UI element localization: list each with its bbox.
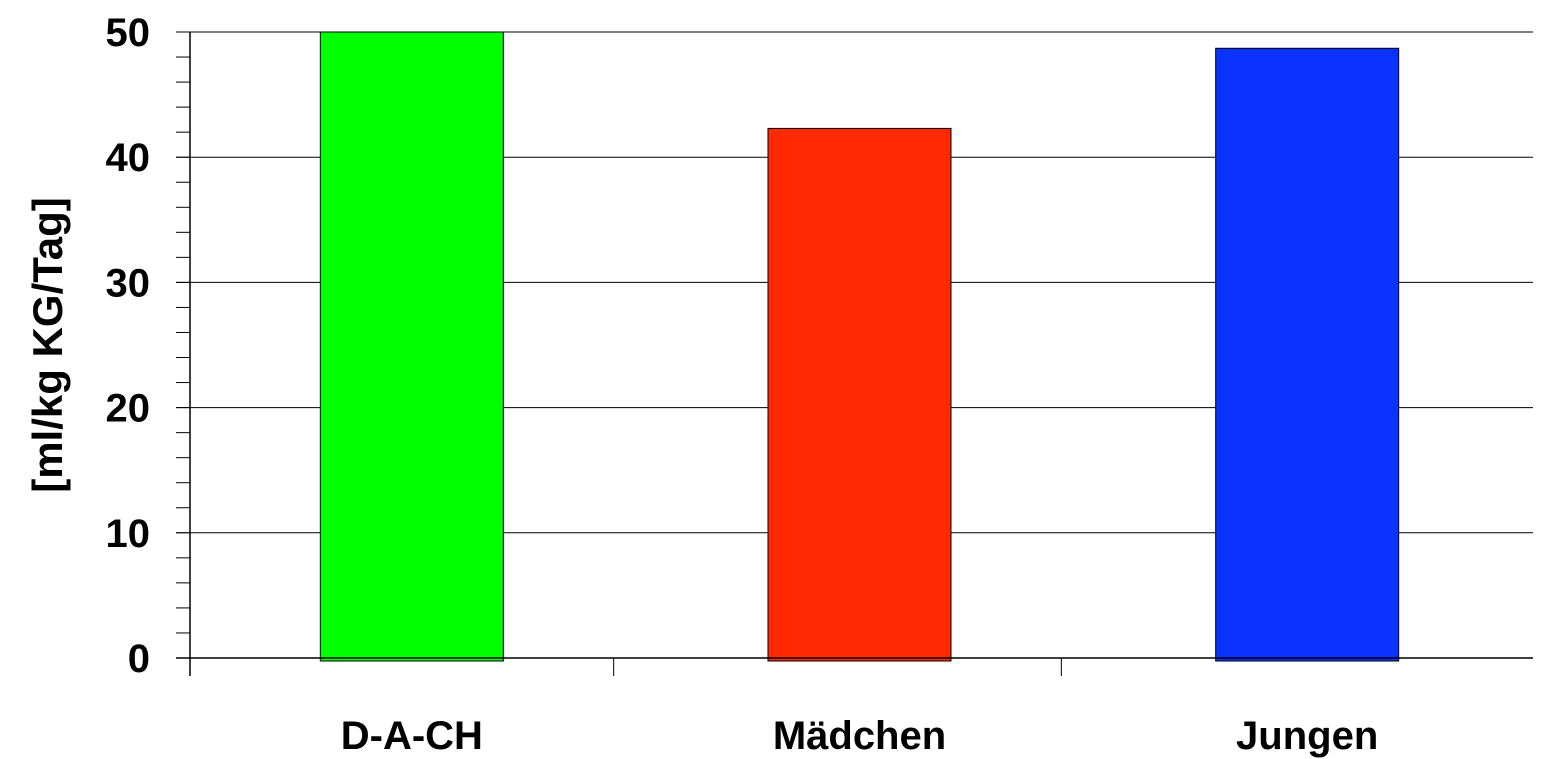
bar-mädchen <box>767 127 952 662</box>
bars <box>319 31 1400 662</box>
y-tick-label-0: 0 <box>128 637 150 681</box>
y-tick-label-30: 30 <box>106 261 151 305</box>
bar-jungen <box>1215 47 1400 662</box>
y-axis-title: [ml/kg KG/Tag] <box>24 197 71 493</box>
y-tick-label-10: 10 <box>106 512 151 556</box>
bar-d-a-ch <box>319 31 504 662</box>
y-tick-label-20: 20 <box>106 387 151 431</box>
x-category-label: Jungen <box>1236 714 1378 758</box>
x-category-label: D-A-CH <box>341 714 483 758</box>
y-tick-label-50: 50 <box>106 11 151 55</box>
y-tick-label-40: 40 <box>106 136 151 180</box>
labels: 0 10 20 30 40 50 D-A-CH Mädchen Jungen <box>106 11 1379 758</box>
x-category-label: Mädchen <box>773 714 946 758</box>
axes <box>176 31 1533 676</box>
